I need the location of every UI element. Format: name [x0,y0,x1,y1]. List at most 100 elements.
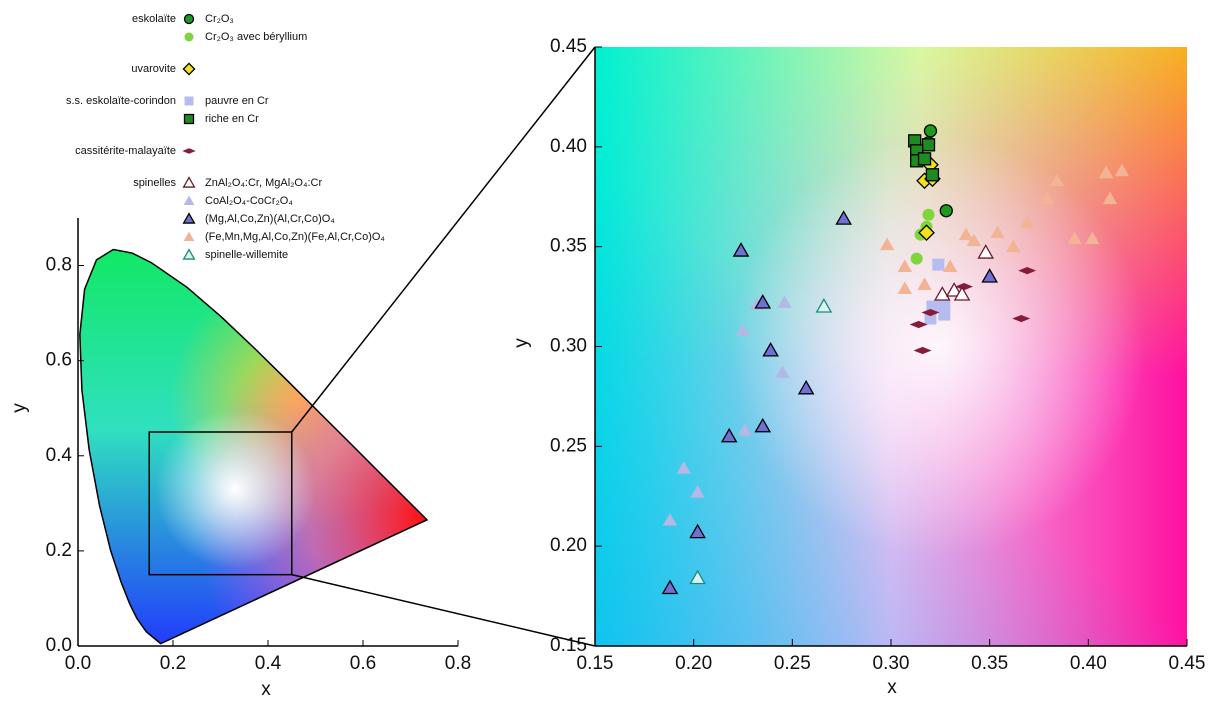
marker-triangle [662,513,678,526]
marker-diamond [1012,314,1031,323]
marker-diamond [182,148,196,154]
marker-triangle [775,365,790,378]
marker-square [921,138,936,152]
marker-triangle [183,231,195,242]
marker-triangle [966,233,982,247]
marker-triangle [1102,191,1118,205]
marker-diamond [955,283,974,291]
marker-diamond [921,308,940,317]
marker-triangle [1006,239,1021,253]
marker-circle [184,32,194,42]
x-axis-label: x [887,677,897,698]
marker-triangle [958,227,974,241]
marker-circle [922,208,935,221]
y-axis-label: y [9,403,30,413]
marker-triangle [690,485,705,498]
legend-group: s.s. eskolaïte-corindon [66,95,176,107]
marker-diamond [1018,267,1037,275]
marker-triangle [1049,173,1064,187]
y-axis-label: y [511,338,532,348]
marker-triangle [732,242,750,257]
marker-triangle [933,286,951,301]
marker-triangle [879,237,895,251]
legend-label: spinelle-willemite [205,249,288,261]
y-tick-label: 0.30 [550,336,587,357]
marker-triangle [182,212,196,224]
legend-label: Cr₂O₃ avec béryllium [205,31,307,43]
y-tick-label: 0.8 [46,255,72,276]
y-tick-label: 0.25 [550,435,587,456]
marker-triangle [182,176,196,188]
marker-square [183,113,195,125]
marker-triangle [689,523,706,539]
y-tick-label: 0.45 [550,36,587,57]
zoom-background [595,47,1187,646]
marker-triangle [897,281,913,294]
zoom-box [148,431,293,576]
marker-triangle [676,461,691,474]
legend-label: (Fe,Mn,Mg,Al,Co,Zn)(Fe,Al,Cr,Co)O₄ [205,231,385,243]
legend-label: (Mg,Al,Co,Zn)(Al,Cr,Co)O₄ [205,213,335,225]
x-tick-label: 0.25 [774,653,811,674]
marker-triangle [917,277,932,291]
legend-label: Cr₂O₃ [205,13,234,25]
marker-triangle [953,286,971,301]
marker-diamond [182,62,196,76]
legend-group: eskolaïte [132,13,176,25]
marker-triangle [183,195,195,206]
marker-square [938,300,951,313]
legend-group: uvarovite [131,63,176,75]
marker-square [184,96,194,106]
marker-triangle [689,569,706,585]
y-tick-label: 0.35 [550,236,587,257]
marker-triangle [1114,163,1130,177]
legend-group: spinelles [133,177,176,189]
marker-diamond [918,224,935,242]
marker-circle [923,124,938,138]
marker-triangle [762,341,779,357]
y-tick-label: 0.20 [550,535,587,556]
marker-triangle [1039,191,1055,205]
x-tick-label: 0.15 [577,653,614,674]
marker-triangle [815,298,833,313]
marker-circle [183,13,195,25]
marker-triangle [1019,215,1035,229]
marker-circle [939,204,953,218]
marker-triangle [977,244,995,259]
marker-triangle [754,294,772,309]
marker-triangle [945,282,963,297]
marker-triangle [754,417,772,433]
x-tick-label: 0.20 [675,653,712,674]
y-tick-label: 0.0 [46,635,72,656]
marker-triangle [1098,165,1114,179]
zoom-connector [291,573,596,647]
marker-triangle [797,379,815,395]
marker-square [925,168,940,182]
x-tick-label: 0.2 [160,653,186,674]
zoom-connector [291,46,596,433]
marker-diamond [909,320,928,329]
legend-label: pauvre en Cr [205,95,269,107]
marker-square [932,258,945,271]
x-tick-label: 0.40 [1070,653,1107,674]
x-axis-label: x [261,679,271,700]
x-tick-label: 0.35 [971,653,1008,674]
marker-triangle [182,248,196,260]
y-tick-label: 0.40 [550,136,587,157]
marker-triangle [661,579,679,595]
y-tick-label: 0.4 [46,445,73,466]
legend-label: riche en Cr [205,113,259,125]
marker-triangle [1067,231,1082,245]
marker-square [924,312,937,325]
marker-triangle [990,225,1005,239]
x-tick-label: 0.4 [255,653,282,674]
marker-triangle [1085,231,1100,245]
x-tick-label: 0.30 [873,653,910,674]
y-tick-label: 0.2 [46,540,72,561]
marker-square [917,152,932,166]
locus-fill [79,249,427,644]
marker-triangle [897,259,913,273]
marker-circle [910,252,923,265]
marker-triangle [981,268,998,283]
